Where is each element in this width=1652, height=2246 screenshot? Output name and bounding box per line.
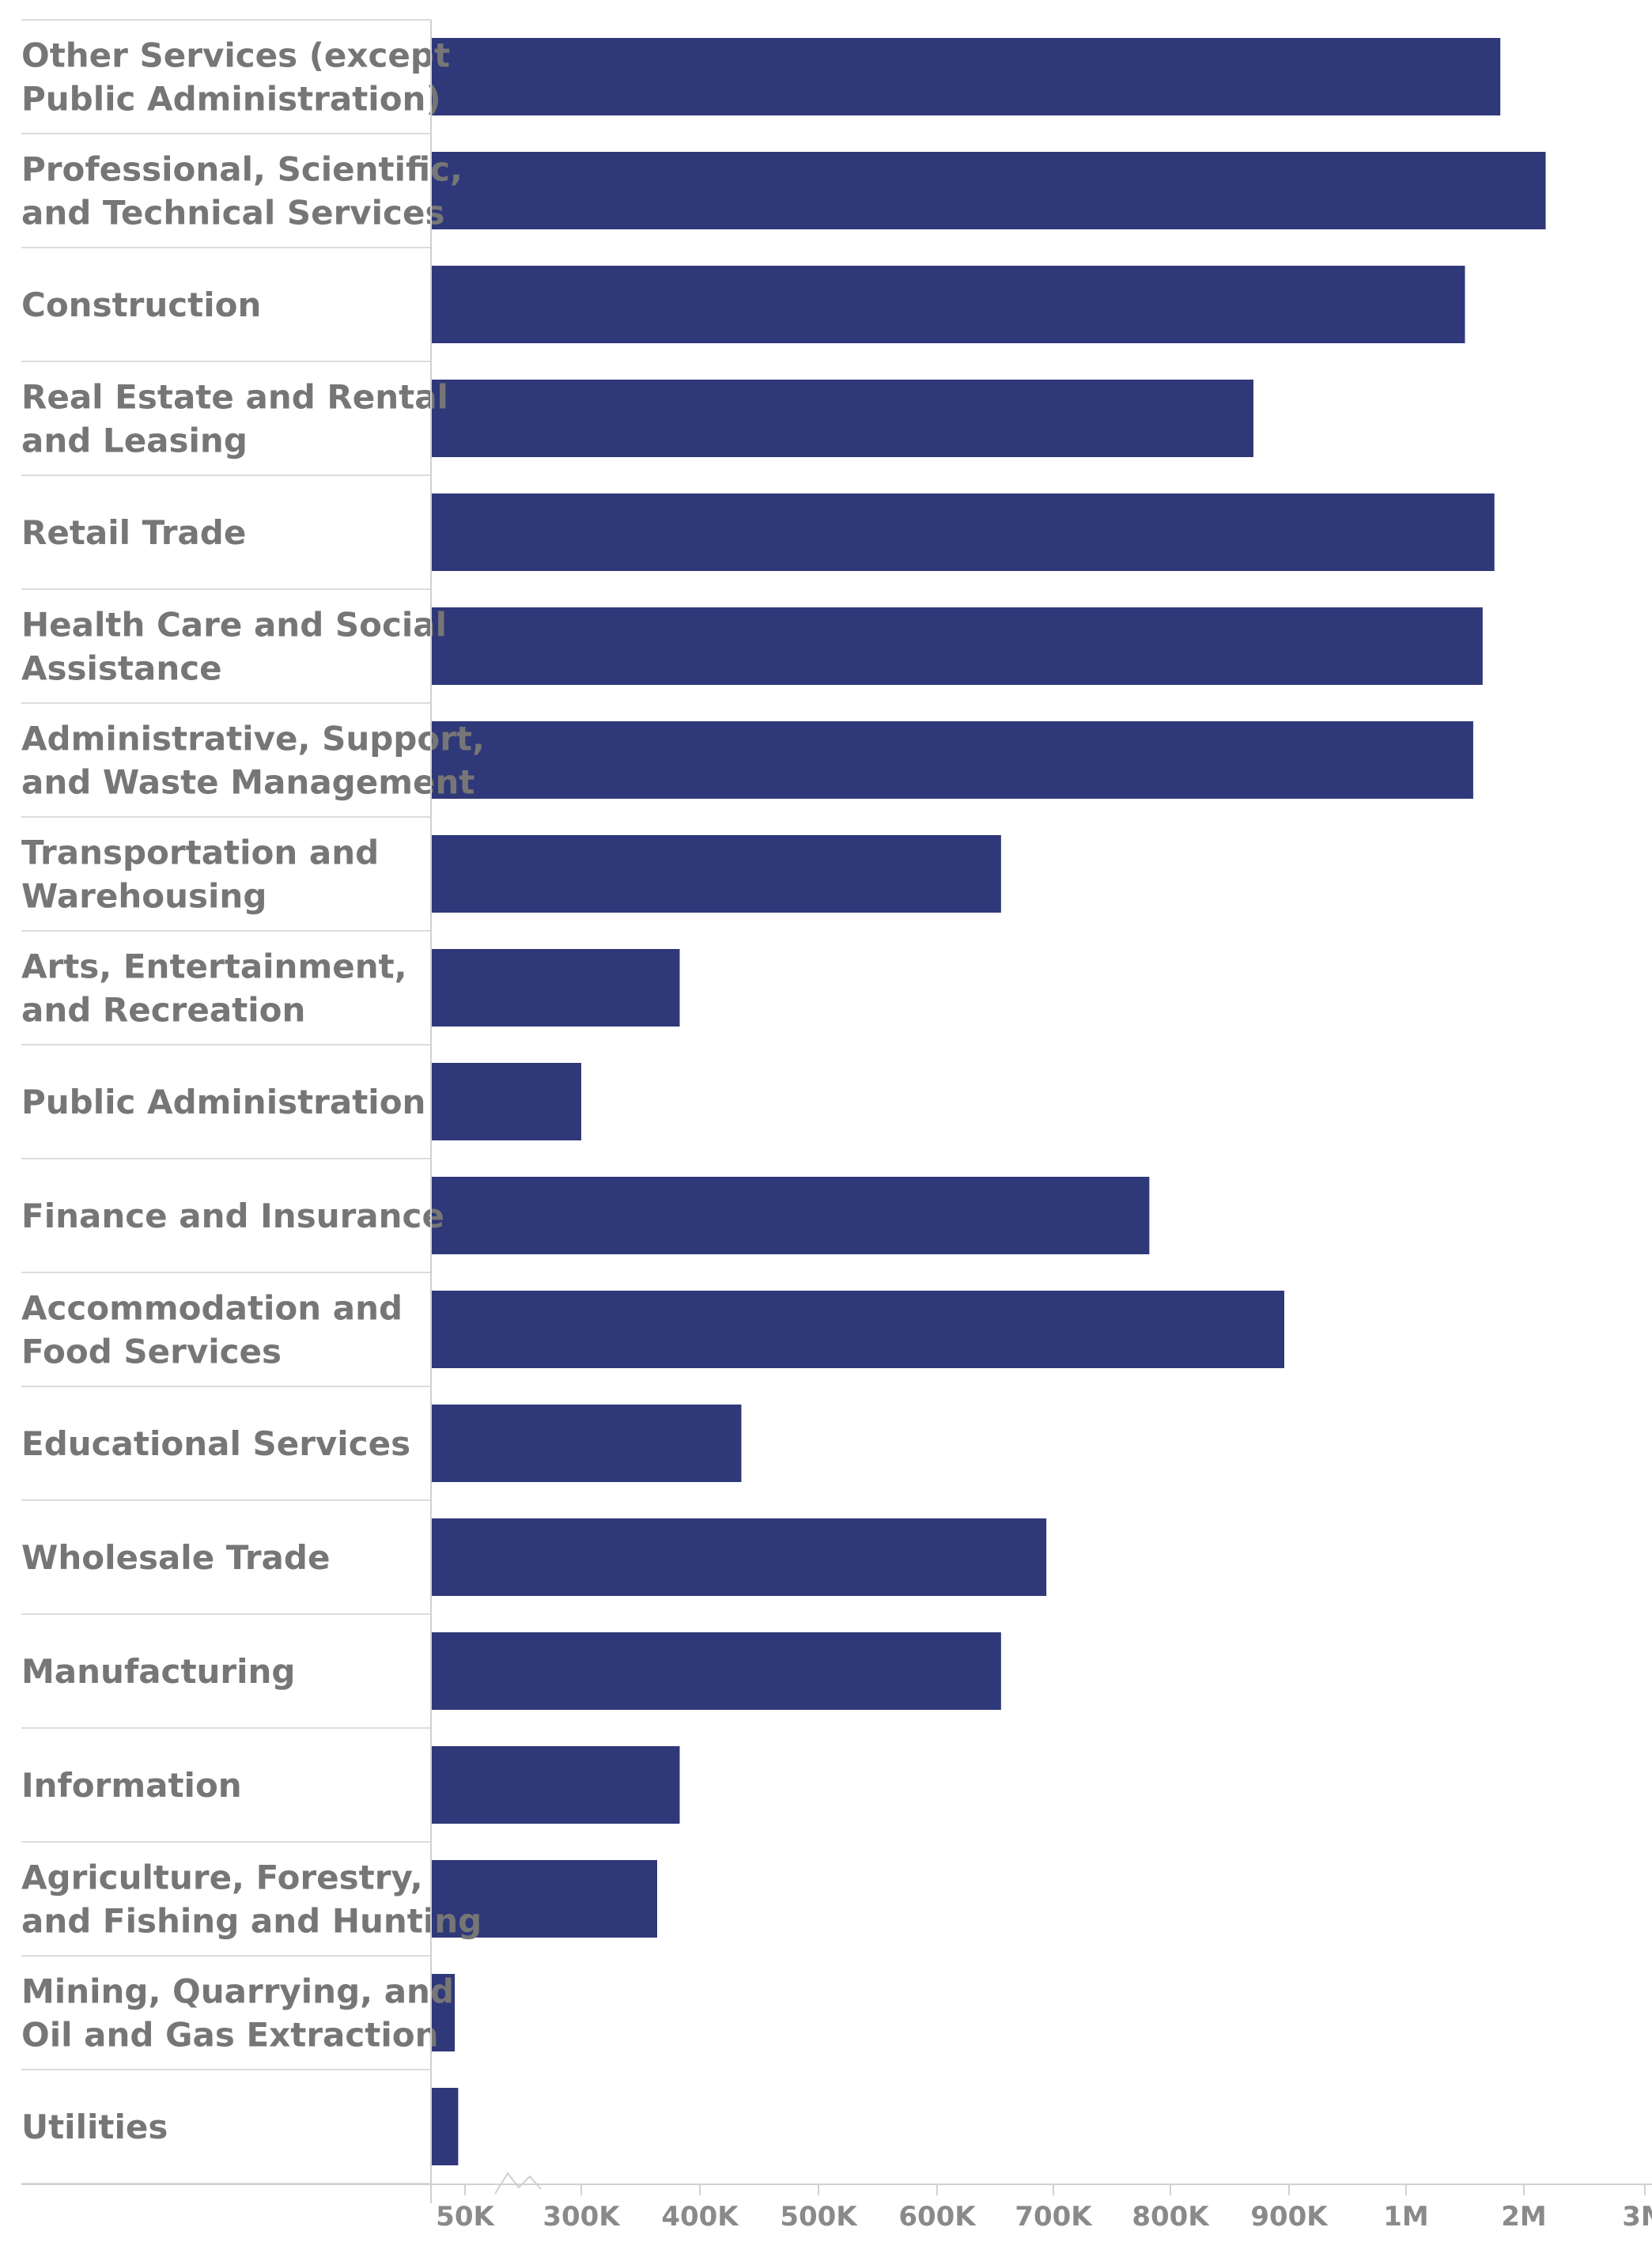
bar-14 xyxy=(431,1632,1001,1710)
x-tick-label: 700K xyxy=(1015,2201,1093,2233)
category-label: Retail Trade xyxy=(21,513,246,552)
axis-break-icon xyxy=(494,2172,542,2195)
category-label: Administrative, Support, and Waste Manage… xyxy=(21,720,485,802)
category-label: Utilities xyxy=(21,2108,168,2146)
bar-13 xyxy=(431,1518,1047,1596)
category-label: Health Care and Social Assistance xyxy=(21,606,447,688)
bar-9 xyxy=(431,1063,581,1140)
x-tick-label: 50K xyxy=(436,2201,495,2233)
bar-8 xyxy=(431,949,680,1027)
bar-11 xyxy=(431,1291,1284,1368)
bar-6 xyxy=(431,721,1473,799)
bar-1 xyxy=(431,152,1546,229)
category-label: Arts, Entertainment, and Recreation xyxy=(21,947,407,1030)
bar-3 xyxy=(431,380,1253,457)
category-label: Construction xyxy=(21,285,261,324)
x-tick-label: 600K xyxy=(898,2201,977,2233)
category-label: Public Administration xyxy=(21,1083,425,1121)
bar-16 xyxy=(431,1860,657,1938)
category-label: Wholesale Trade xyxy=(21,1538,330,1577)
bar-7 xyxy=(431,835,1001,913)
bar-18 xyxy=(431,2088,459,2165)
category-label: Other Services (except Public Administrat… xyxy=(21,36,450,119)
category-label: Real Estate and Rental and Leasing xyxy=(21,378,448,460)
x-axis: 50K 300K 400K 500K 600K 700K 800K 900K 1M 2M 3M xyxy=(21,20,1652,2233)
category-label: Professional, Scientific, and Technical S… xyxy=(21,150,463,233)
row-dividers xyxy=(21,19,431,2184)
category-labels: Other Services (except Public Administrat… xyxy=(21,36,485,2147)
bar-12 xyxy=(431,1405,742,1482)
bar-17 xyxy=(431,1974,456,2051)
x-tick-label: 1M xyxy=(1383,2201,1429,2233)
x-tick-label: 2M xyxy=(1501,2201,1547,2233)
x-tick-label: 900K xyxy=(1250,2201,1329,2233)
bar-15 xyxy=(431,1746,680,1824)
x-tick-label: 400K xyxy=(661,2201,739,2233)
category-label: Accommodation and Food Services xyxy=(21,1289,403,1371)
bar-4 xyxy=(431,493,1495,571)
bar-2 xyxy=(431,266,1465,343)
x-tick-label: 800K xyxy=(1132,2201,1210,2233)
bars xyxy=(431,38,1546,2165)
category-label: Manufacturing xyxy=(21,1652,296,1691)
x-tick-label: 300K xyxy=(542,2201,621,2233)
category-label: Information xyxy=(21,1766,242,1805)
bar-0 xyxy=(431,38,1501,115)
category-label: Transportation and Warehousing xyxy=(21,834,379,916)
category-label: Finance and Insurance xyxy=(21,1197,444,1235)
bar-5 xyxy=(431,607,1483,685)
category-label: Mining, Quarrying, and Oil and Gas Extrac… xyxy=(21,1972,454,2055)
x-tick-label: 3M xyxy=(1622,2201,1652,2233)
bar-10 xyxy=(431,1177,1150,1254)
category-label: Educational Services xyxy=(21,1424,410,1463)
x-tick-label: 500K xyxy=(780,2201,858,2233)
category-label: Agriculture, Forestry, and Fishing and Hu… xyxy=(21,1858,482,1941)
